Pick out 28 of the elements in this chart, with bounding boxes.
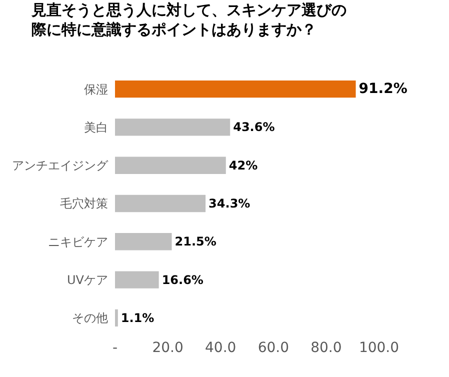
y-tick-label: ニキビケア [48,234,108,249]
data-label: 34.3% [208,196,250,210]
x-tick-label: 20.0 [152,340,184,356]
data-label: 16.6% [162,272,204,287]
bar [115,156,226,174]
data-label: 1.1% [120,310,154,325]
chart-title: 見直そうと思う人に対して、スキンケア選びの際に特に意識するポイントはありますか？ [30,1,346,39]
x-tick-label: 60.0 [258,340,289,356]
y-tick-label: 保湿 [84,82,108,96]
x-tick-label: 100.0 [358,340,400,356]
data-label: 42% [228,158,258,172]
y-tick-label: 美白 [84,120,108,134]
bar [115,271,159,288]
data-label: 21.5% [174,234,216,249]
y-tick-label: その他 [72,311,108,326]
x-tick-label: 40.0 [205,340,236,356]
bar [115,309,118,327]
bar [115,194,206,212]
y-tick-label: 毛穴対策 [60,196,108,211]
data-label: 91.2% [358,81,408,98]
x-tick-label: 80.0 [310,340,342,356]
data-label: 43.6% [233,120,275,134]
bar [115,80,356,98]
x-tick-label: - [112,340,118,356]
bar [115,233,172,250]
bar [115,118,230,136]
y-tick-label: アンチエイジング [12,158,109,173]
y-tick-label: UVケア [67,272,108,287]
